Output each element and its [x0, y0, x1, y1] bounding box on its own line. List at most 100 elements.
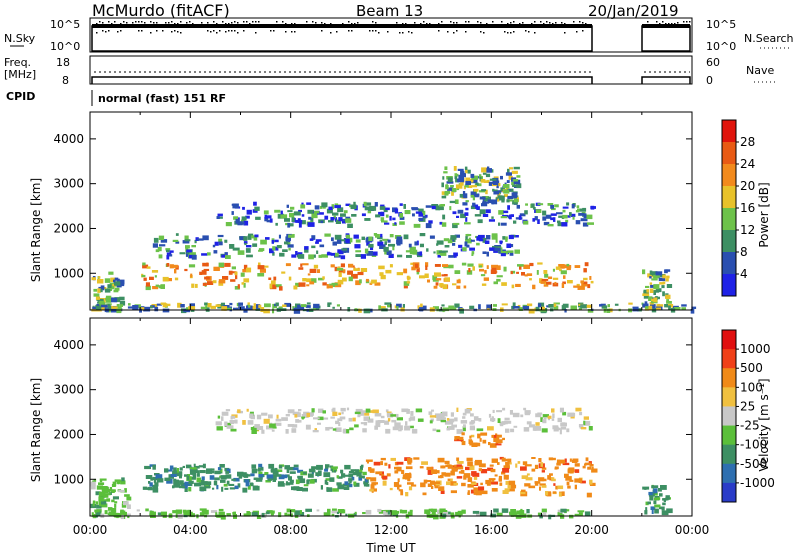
velocity-echo-cell [535, 413, 542, 418]
power-echo-cell [279, 252, 285, 257]
velocity-xtick-label: 08:00 [273, 523, 308, 537]
power-echo-cell [527, 303, 533, 307]
nsearch-dot [348, 30, 350, 32]
power-echo-cell [578, 307, 582, 311]
velocity-echo-cell [525, 477, 533, 481]
velocity-echo-cell [648, 491, 653, 496]
power-echo-cell [172, 264, 178, 268]
velocity-echo-cell [380, 415, 385, 419]
power-echo-cell [498, 210, 504, 215]
velocity-echo-cell [149, 482, 153, 487]
velocity-echo-cell [559, 513, 562, 516]
power-echo-cell [502, 214, 509, 218]
velocity-echo-cell [560, 514, 565, 519]
power-echo-cell [571, 213, 576, 217]
velocity-echo-cell [319, 466, 323, 469]
velocity-echo-cell [226, 513, 231, 516]
power-echo-cell [107, 303, 110, 307]
velocity-echo-cell [405, 466, 413, 470]
power-echo-cell [338, 272, 342, 277]
power-echo-cell [460, 213, 466, 219]
velocity-echo-cell [309, 479, 315, 484]
power-echo-cell [285, 263, 291, 267]
nsearch-dot [579, 21, 581, 23]
power-echo-cell [334, 266, 338, 272]
velocity-echo-cell [331, 408, 334, 412]
power-echo-cell [312, 254, 316, 258]
power-echo-cell [536, 270, 539, 275]
power-colorbar-label: Power [dB] [757, 182, 771, 247]
velocity-echo-cell [120, 510, 125, 513]
velocity-echo-cell [287, 409, 295, 414]
velocity-echo-cell [247, 485, 251, 490]
power-echo-cell [434, 264, 441, 267]
velocity-echo-cell [501, 508, 509, 513]
power-echo-cell [302, 278, 307, 282]
power-echo-cell [166, 255, 170, 260]
velocity-echo-cell [560, 508, 567, 513]
velocity-echo-cell [644, 510, 648, 515]
velocity-echo-cell [650, 506, 656, 510]
nsearch-dot [534, 21, 536, 23]
velocity-echo-cell [352, 417, 356, 422]
power-echo-cell [388, 253, 394, 258]
velocity-echo-cell [408, 417, 412, 422]
power-echo-cell [658, 277, 666, 282]
power-echo-cell [110, 286, 115, 290]
velocity-echo-cell [96, 504, 102, 509]
velocity-echo-cell [584, 463, 587, 466]
power-echo-cell [300, 204, 306, 209]
velocity-echo-cell [330, 416, 335, 419]
velocity-echo-cell [520, 490, 526, 495]
power-echo-cell [481, 167, 488, 173]
power-echo-cell [116, 308, 122, 314]
velocity-echo-cell [285, 481, 288, 486]
power-echo-cell [488, 219, 495, 222]
power-echo-cell [258, 262, 261, 266]
velocity-echo-cell [157, 512, 162, 516]
nsearch-dot [207, 22, 209, 24]
velocity-echo-cell [493, 437, 500, 443]
power-echo-cell [357, 271, 364, 276]
power-echo-cell [566, 267, 571, 271]
velocity-echo-cell [389, 487, 393, 491]
power-echo-cell [650, 284, 656, 288]
power-echo-cell [112, 283, 116, 288]
velocity-echo-cell [487, 467, 494, 471]
velocity-echo-cell [294, 414, 298, 418]
power-echo-cell [440, 251, 447, 256]
power-echo-cell [272, 251, 275, 256]
velocity-echo-cell [95, 491, 101, 496]
power-echo-cell [469, 305, 475, 309]
velocity-echo-cell [121, 477, 125, 482]
power-echo-cell [363, 308, 371, 314]
velocity-echo-cell [560, 426, 567, 430]
power-echo-cell [389, 264, 393, 268]
power-echo-cell [315, 241, 319, 244]
velocity-echo-cell [214, 477, 220, 481]
velocity-echo-cell [261, 412, 268, 416]
velocity-echo-cell [516, 510, 521, 515]
velocity-echo-cell [313, 417, 320, 420]
velocity-echo-cell [172, 485, 175, 489]
power-echo-cell [290, 206, 295, 210]
velocity-echo-cell [409, 472, 412, 476]
power-echo-cell [98, 286, 105, 291]
velocity-echo-cell [365, 408, 371, 413]
power-echo-cell [478, 265, 482, 268]
power-echo-cell [467, 185, 473, 188]
velocity-echo-cell [499, 424, 504, 427]
power-echo-cell [662, 274, 666, 279]
velocity-echo-cell [467, 490, 470, 495]
velocity-echo-cell [362, 512, 366, 515]
velocity-echo-cell [361, 410, 367, 413]
power-echo-cell [92, 306, 97, 310]
power-echo-cell [457, 168, 464, 171]
velocity-echo-cell [390, 414, 396, 417]
power-echo-cell [569, 212, 572, 217]
power-echo-cell [543, 284, 549, 287]
power-echo-cell [577, 285, 580, 290]
velocity-ytick-label: 2000 [53, 427, 84, 441]
velocity-echo-cell [230, 415, 236, 419]
velocity-echo-cell [277, 483, 285, 487]
